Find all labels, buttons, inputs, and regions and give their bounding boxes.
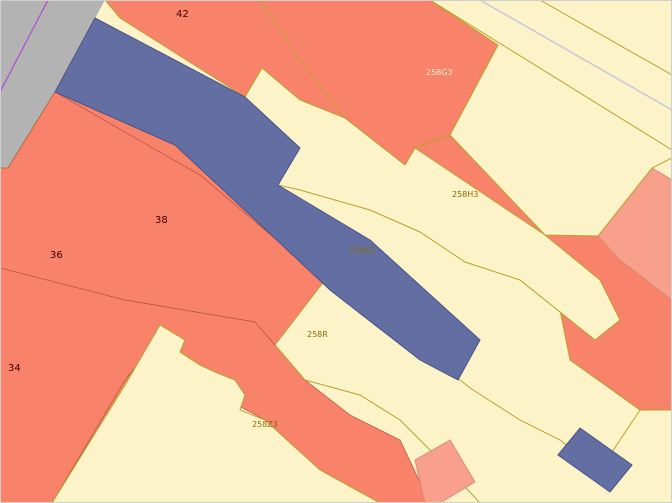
parcel-right-strip[interactable] (404, 134, 672, 411)
parcel-label-258x2: 258X2 (349, 246, 375, 255)
parcel-label-258r: 258R (307, 330, 328, 339)
parcel-258x2-highlighted[interactable] (54, 17, 481, 381)
parcel-label-258h3: 258H3 (452, 190, 478, 199)
parcel-label-258g3: 258G3 (426, 68, 453, 77)
boundary-line (539, 0, 672, 76)
house-number-34: 34 (8, 363, 21, 374)
house-number-38: 38 (155, 215, 168, 226)
house-number-36: 36 (50, 250, 63, 261)
parcel-top-right-yellow[interactable] (429, 0, 672, 237)
boundary-line (479, 0, 672, 111)
parcel-258z3[interactable] (51, 324, 381, 503)
parcel-label-258z3: 258Z3 (252, 420, 278, 429)
parcel-bottom-small[interactable] (414, 439, 476, 503)
parcel-258h3[interactable] (244, 67, 621, 341)
boundary-line (429, 0, 672, 151)
house-number-42: 42 (176, 9, 189, 20)
road-line (0, 0, 49, 93)
parcel-small-blue[interactable] (557, 427, 633, 493)
